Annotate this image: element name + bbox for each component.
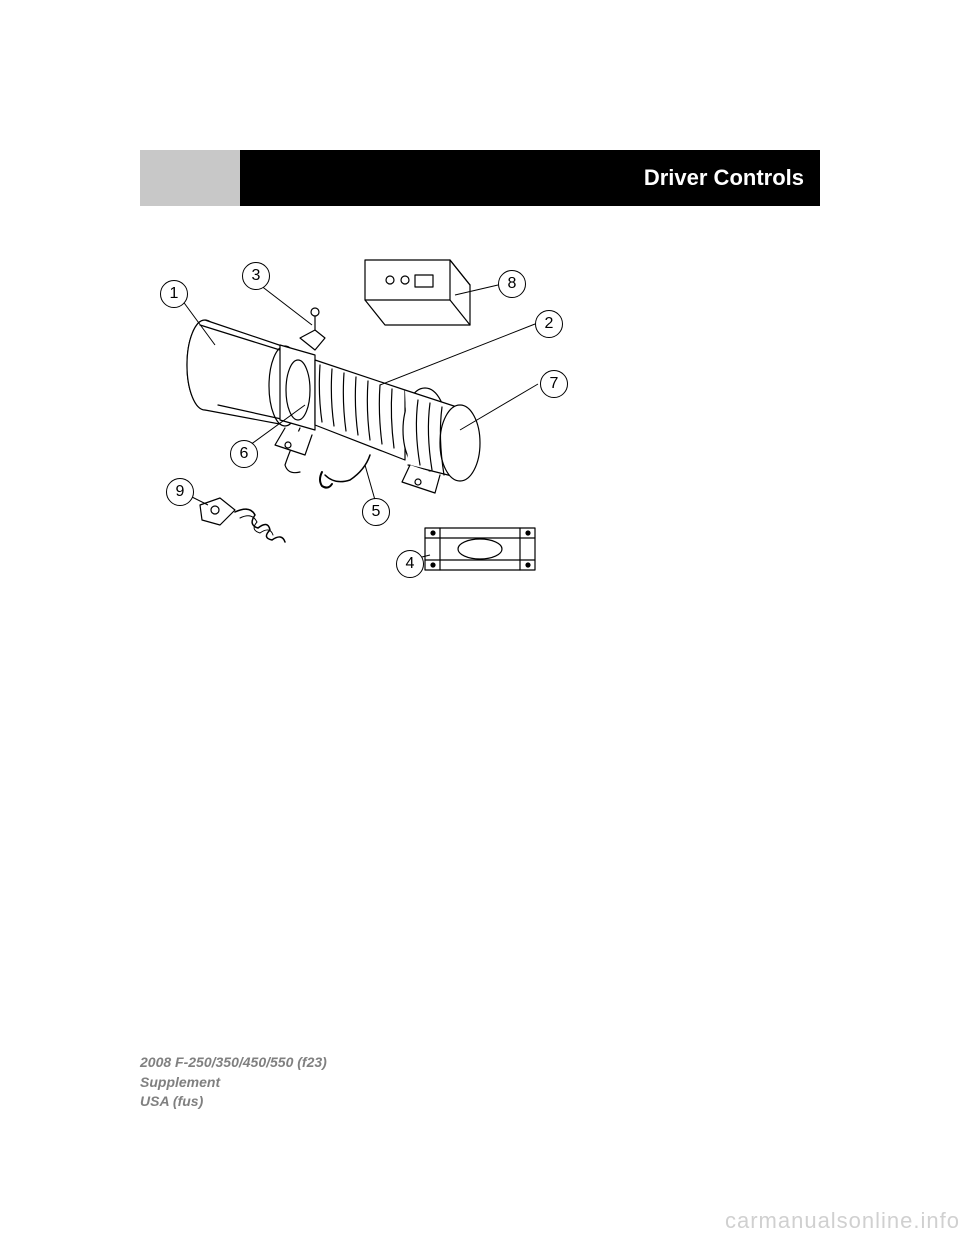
winch-illustration [140,250,570,580]
callout-num: 8 [508,275,517,293]
footer-vehicle: 2008 F-250/350/450/550 (f23) [140,1053,327,1073]
callout-num: 9 [176,483,185,501]
callout-8: 8 [498,270,526,298]
callout-num: 5 [372,503,381,521]
callout-num: 2 [545,315,554,333]
callout-num: 6 [240,445,249,463]
footer-block: 2008 F-250/350/450/550 (f23) Supplement … [140,1053,327,1112]
header-black-block: Driver Controls [240,150,820,206]
callout-6: 6 [230,440,258,468]
callout-7: 7 [540,370,568,398]
header-gray-block [140,150,240,206]
section-title: Driver Controls [644,165,804,191]
callout-3: 3 [242,262,270,290]
footer-doc-type: Supplement [140,1073,327,1093]
callout-5: 5 [362,498,390,526]
footer-region: USA (fus) [140,1092,327,1112]
winch-diagram: 1 2 3 4 5 6 7 8 9 [140,250,570,580]
callout-num: 1 [170,285,179,303]
callout-num: 3 [252,267,261,285]
watermark: carmanualsonline.info [725,1208,960,1234]
callout-2: 2 [535,310,563,338]
header-bar: Driver Controls [140,150,820,206]
callout-num: 4 [406,555,415,573]
callout-4: 4 [396,550,424,578]
callout-9: 9 [166,478,194,506]
callout-1: 1 [160,280,188,308]
callout-num: 7 [550,375,559,393]
